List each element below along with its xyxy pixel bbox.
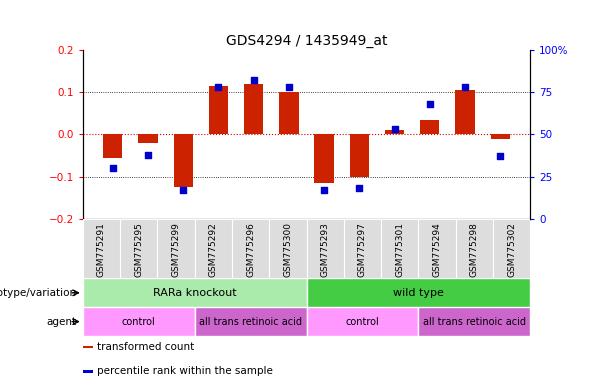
- Text: wild type: wild type: [393, 288, 444, 298]
- Text: GSM775299: GSM775299: [172, 222, 180, 277]
- Text: genotype/variation: genotype/variation: [0, 288, 77, 298]
- Bar: [120, 219, 158, 278]
- Text: GSM775302: GSM775302: [507, 222, 516, 277]
- Bar: [279, 92, 299, 134]
- Point: [143, 152, 153, 158]
- Bar: [385, 130, 404, 134]
- Text: all trans retinoic acid: all trans retinoic acid: [199, 316, 302, 327]
- Bar: [173, 134, 193, 187]
- Point: [319, 187, 329, 193]
- Bar: [83, 307, 195, 336]
- Text: GSM775301: GSM775301: [395, 222, 404, 277]
- Bar: [418, 307, 530, 336]
- Text: GSM775298: GSM775298: [470, 222, 479, 277]
- Point: [213, 84, 223, 90]
- Bar: [349, 134, 369, 177]
- Point: [354, 185, 364, 192]
- Bar: [209, 86, 228, 134]
- Bar: [344, 219, 381, 278]
- Point: [178, 187, 188, 193]
- Bar: [493, 219, 530, 278]
- Bar: [381, 219, 418, 278]
- Text: GSM775291: GSM775291: [97, 222, 106, 277]
- Text: GSM775295: GSM775295: [134, 222, 143, 277]
- Bar: [455, 219, 493, 278]
- Text: all trans retinoic acid: all trans retinoic acid: [423, 316, 526, 327]
- Title: GDS4294 / 1435949_at: GDS4294 / 1435949_at: [226, 33, 387, 48]
- Text: agent: agent: [47, 316, 77, 327]
- Bar: [83, 346, 93, 348]
- Text: control: control: [122, 316, 156, 327]
- Text: transformed count: transformed count: [97, 342, 194, 352]
- Text: GSM775294: GSM775294: [433, 222, 441, 276]
- Bar: [490, 134, 510, 139]
- Bar: [83, 278, 306, 307]
- Bar: [139, 134, 158, 143]
- Bar: [195, 219, 232, 278]
- Text: control: control: [346, 316, 379, 327]
- Bar: [83, 370, 93, 372]
- Text: percentile rank within the sample: percentile rank within the sample: [97, 366, 273, 376]
- Text: GSM775296: GSM775296: [246, 222, 255, 277]
- Bar: [244, 84, 264, 134]
- Bar: [103, 134, 123, 157]
- Bar: [195, 307, 306, 336]
- Bar: [455, 90, 474, 134]
- Point: [390, 126, 400, 132]
- Point: [108, 165, 118, 171]
- Bar: [158, 219, 195, 278]
- Bar: [306, 307, 418, 336]
- Bar: [83, 219, 120, 278]
- Text: GSM775300: GSM775300: [283, 222, 292, 277]
- Bar: [314, 134, 334, 183]
- Text: GSM775292: GSM775292: [209, 222, 218, 276]
- Bar: [418, 219, 455, 278]
- Bar: [269, 219, 306, 278]
- Point: [249, 77, 259, 83]
- Point: [495, 153, 505, 159]
- Text: GSM775293: GSM775293: [321, 222, 330, 277]
- Bar: [306, 278, 530, 307]
- Text: GSM775297: GSM775297: [358, 222, 367, 277]
- Bar: [306, 219, 344, 278]
- Bar: [420, 120, 440, 134]
- Text: RARa knockout: RARa knockout: [153, 288, 237, 298]
- Point: [460, 84, 470, 90]
- Point: [425, 101, 435, 107]
- Point: [284, 84, 294, 90]
- Bar: [232, 219, 269, 278]
